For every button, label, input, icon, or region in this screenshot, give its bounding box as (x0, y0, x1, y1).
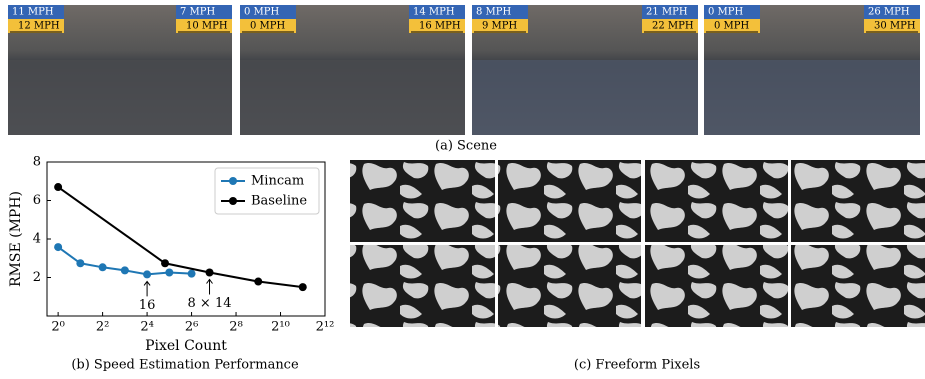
data-point (121, 266, 129, 274)
caption: (a) Scene (435, 139, 497, 154)
annotation: 8 × 14 (188, 296, 232, 311)
x-tick-label: 2¹⁰ (271, 320, 290, 335)
speed-label: 8 MPH (476, 7, 512, 18)
x-tick-label: 2⁶ (185, 320, 198, 335)
road (472, 60, 698, 135)
y-tick-label: 8 (33, 155, 41, 170)
x-tick-label: 2⁸ (229, 320, 242, 335)
x-tick-label: 2² (96, 320, 109, 335)
scene-row: 11 MPH 12 MPH 7 MPH 10 MPH 0 MPH 0 MPH 14 MPH 1… (8, 5, 920, 135)
y-axis-label: RMSE (MPH) (8, 191, 24, 287)
speed-label: 11 MPH (12, 7, 54, 18)
annotation-arrow (144, 281, 150, 296)
speed-label: 21 MPH (646, 7, 688, 18)
mask-image (791, 160, 925, 242)
speed-label: 16 MPH (419, 21, 461, 32)
legend-label: Mincam (251, 174, 304, 189)
y-tick-label: 4 (33, 232, 41, 247)
data-point (99, 263, 107, 271)
mask-grid (350, 160, 925, 327)
annotation-arrow (207, 279, 213, 294)
legend-marker (229, 197, 237, 205)
speed-label: 7 MPH (180, 7, 216, 18)
data-point (54, 243, 62, 251)
legend-marker (229, 177, 237, 185)
speed-label: 30 MPH (874, 21, 916, 32)
x-tick-label: 2⁰ (51, 320, 64, 335)
speed-label: 12 MPH (18, 21, 60, 32)
mask-image (350, 160, 495, 242)
figure: 11 MPH 12 MPH 7 MPH 10 MPH 0 MPH 0 MPH 14 MPH 1… (0, 0, 925, 375)
road (240, 60, 465, 135)
speed-label: 0 MPH (244, 7, 280, 18)
data-point (206, 268, 214, 276)
data-point (188, 270, 196, 278)
speed-label: 9 MPH (482, 21, 518, 32)
mask-image (350, 245, 495, 327)
mask-image (645, 160, 788, 242)
data-point (161, 259, 169, 267)
x-tick-label: 2¹² (316, 320, 335, 335)
data-point (54, 183, 62, 191)
x-tick-label: 2⁴ (140, 320, 153, 335)
speed-label: 0 MPH (708, 7, 744, 18)
data-point (299, 283, 307, 291)
road (704, 60, 920, 135)
y-tick-label: 2 (33, 270, 41, 285)
caption: (c) Freeform Pixels (574, 358, 700, 373)
data-point (76, 259, 84, 267)
speed-label: 14 MPH (413, 7, 455, 18)
mask-image (645, 245, 788, 327)
data-point (165, 268, 173, 276)
y-tick-label: 6 (33, 193, 41, 208)
speed-label: 26 MPH (868, 7, 910, 18)
data-point (143, 270, 151, 278)
mask-image (498, 160, 641, 242)
annotation: 16 (139, 298, 156, 313)
road (8, 60, 232, 135)
x-axis-label: Pixel Count (145, 338, 227, 354)
speed-label: 0 MPH (714, 21, 750, 32)
speed-label: 22 MPH (652, 21, 694, 32)
caption: (b) Speed Estimation Performance (71, 358, 299, 373)
mask-image (498, 245, 641, 327)
speed-label: 0 MPH (250, 21, 286, 32)
data-point (254, 278, 262, 286)
speed-label: 10 MPH (186, 21, 228, 32)
legend-label: Baseline (251, 194, 307, 209)
mask-image (791, 245, 925, 327)
